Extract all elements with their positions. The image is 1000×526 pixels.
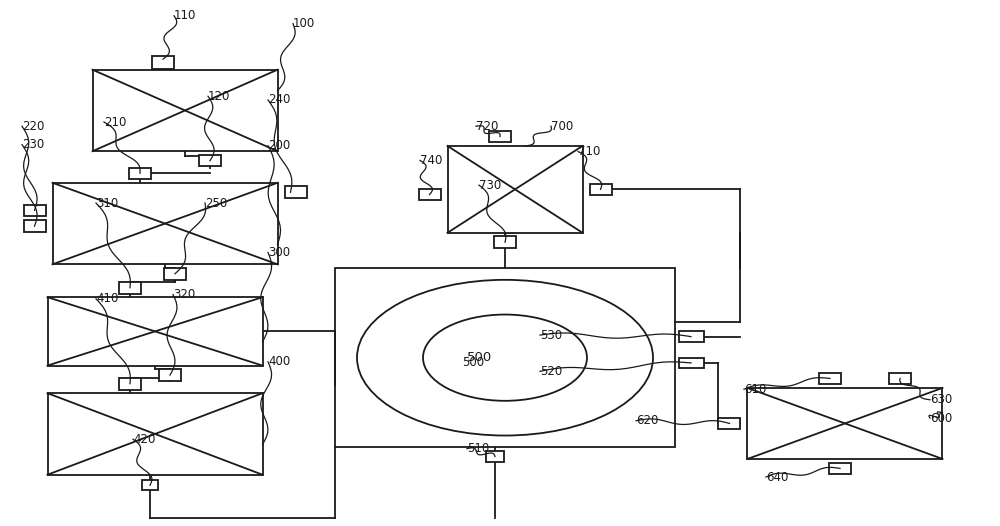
- Text: 640: 640: [766, 471, 788, 483]
- Text: 210: 210: [104, 116, 126, 128]
- Bar: [24, 205, 46, 216]
- Bar: [164, 268, 186, 280]
- Text: 730: 730: [479, 179, 501, 191]
- Bar: [494, 237, 516, 248]
- Text: 250: 250: [205, 197, 227, 209]
- Text: 310: 310: [96, 197, 118, 209]
- Bar: [159, 369, 181, 381]
- Bar: [53, 183, 278, 265]
- Bar: [747, 388, 942, 459]
- Bar: [889, 372, 911, 384]
- Text: 410: 410: [96, 292, 118, 305]
- Text: 200: 200: [268, 139, 290, 152]
- Text: 620: 620: [636, 414, 658, 427]
- Text: 520: 520: [540, 365, 562, 378]
- Text: 630: 630: [930, 393, 952, 406]
- Bar: [142, 480, 158, 490]
- Bar: [335, 268, 675, 447]
- Bar: [285, 187, 307, 198]
- Text: 400: 400: [268, 356, 290, 368]
- Text: 720: 720: [476, 120, 498, 133]
- Text: 120: 120: [208, 90, 230, 103]
- Bar: [448, 146, 582, 232]
- Bar: [48, 393, 262, 474]
- Text: 740: 740: [420, 154, 442, 167]
- Text: 320: 320: [173, 288, 195, 301]
- Bar: [129, 167, 151, 179]
- Bar: [152, 56, 174, 69]
- Bar: [92, 69, 278, 151]
- Text: 530: 530: [540, 329, 562, 341]
- Text: 220: 220: [22, 120, 44, 133]
- Text: 700: 700: [551, 120, 573, 133]
- Bar: [679, 331, 704, 342]
- Bar: [48, 297, 262, 366]
- Text: 100: 100: [293, 17, 315, 30]
- Text: 710: 710: [578, 145, 600, 158]
- Bar: [119, 282, 141, 294]
- Bar: [590, 184, 612, 195]
- Bar: [24, 220, 46, 232]
- Text: 110: 110: [174, 9, 196, 22]
- Bar: [718, 418, 740, 429]
- Text: 230: 230: [22, 138, 44, 151]
- Bar: [418, 189, 440, 200]
- Text: 300: 300: [268, 246, 290, 259]
- Text: 510: 510: [467, 442, 489, 455]
- Bar: [829, 463, 851, 474]
- Bar: [486, 451, 504, 462]
- Text: 600: 600: [930, 412, 952, 424]
- Text: 500: 500: [467, 351, 493, 364]
- Bar: [819, 372, 841, 384]
- Text: 420: 420: [133, 433, 155, 446]
- Bar: [489, 130, 511, 142]
- Text: 610: 610: [744, 383, 766, 396]
- Bar: [119, 378, 141, 389]
- Text: 240: 240: [268, 94, 290, 106]
- Text: 500: 500: [462, 357, 484, 369]
- Bar: [679, 358, 704, 368]
- Bar: [199, 155, 221, 166]
